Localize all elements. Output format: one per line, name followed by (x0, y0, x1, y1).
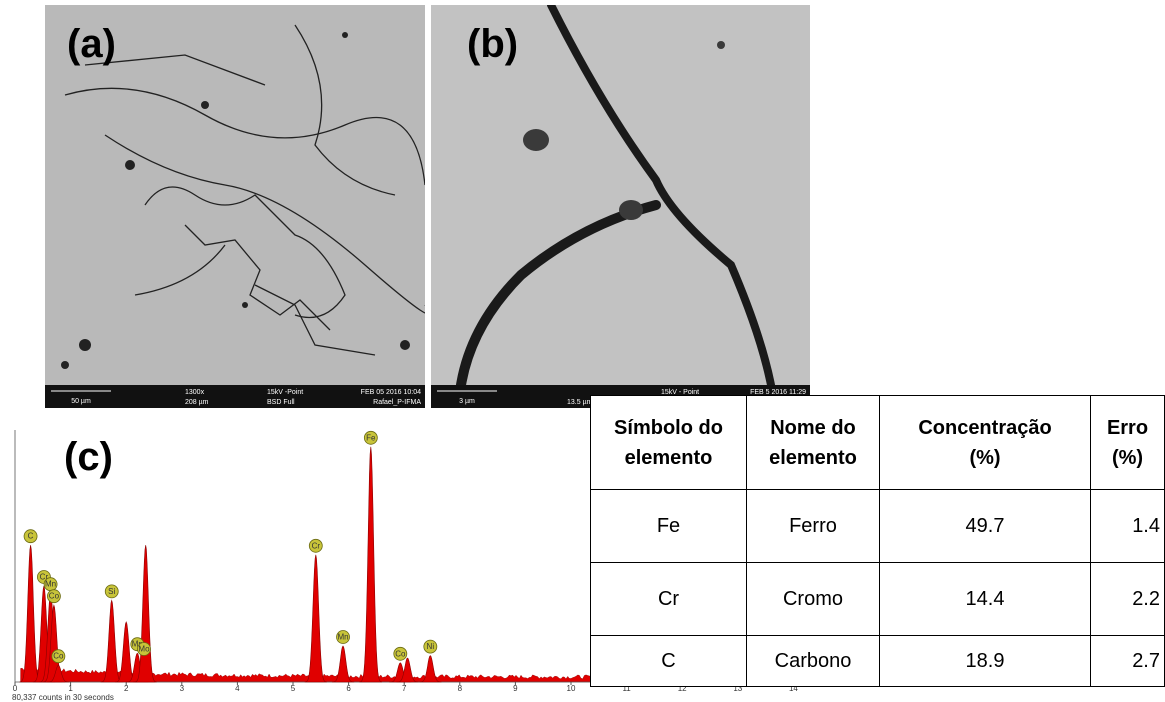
cell: 2.7 (1090, 635, 1165, 687)
cell: Cr (590, 562, 747, 636)
x-tick-label: 10 (567, 684, 576, 693)
peak (331, 645, 355, 683)
cell: Fe (590, 489, 747, 563)
composition-table: Símbolo do elemento Nome do elemento Concent… (590, 395, 1165, 687)
header-line: (%) (969, 446, 1001, 469)
scale-label: 50 µm (71, 398, 91, 405)
beam: 15kV -Point (267, 389, 303, 396)
peak-label: C (28, 532, 34, 541)
peak-label: Ni (427, 642, 435, 651)
peak-label: Co (395, 649, 406, 658)
x-tick-label: 12 (678, 684, 687, 693)
cell: C (590, 635, 747, 687)
detector: BSD Full (267, 399, 295, 406)
header-line: Nome do (770, 416, 856, 439)
date: FEB 5 2016 11:29 (750, 389, 806, 396)
cell: Carbono (746, 635, 880, 687)
x-tick-label: 4 (235, 684, 240, 693)
header-line: Erro (1106, 416, 1149, 439)
scale-label: 3 µm (459, 398, 475, 405)
peak-label: Mn (45, 580, 56, 589)
peak-marker (363, 430, 378, 445)
field-width: 13.5 µm (567, 399, 593, 406)
x-tick-label: 9 (513, 684, 518, 693)
peak-marker (393, 646, 408, 661)
header-line: (%) (1111, 446, 1144, 469)
peak-label: Co (49, 592, 60, 601)
peak (359, 446, 383, 683)
x-tick-label: 3 (180, 684, 185, 693)
sem-image-a: 50 µm 1300x 208 µm 15kV -Point BSD Full … (45, 5, 425, 408)
x-tick-label: 11 (622, 684, 631, 693)
panel-label: (b) (467, 22, 519, 66)
header-line: elemento (624, 446, 713, 469)
header-line: Concentração (918, 416, 1052, 439)
panel-label: (c) (64, 435, 113, 479)
peak-marker (336, 630, 350, 644)
x-tick-label: 7 (402, 684, 407, 693)
cell: Ferro (746, 489, 880, 563)
header-cell: Concentração (%) (879, 395, 1091, 490)
magnification: 1300x (185, 389, 205, 396)
x-tick-label: 13 (733, 684, 742, 693)
panel-label: (a) (67, 22, 116, 66)
peak-marker (23, 529, 38, 544)
header-line: elemento (769, 446, 857, 469)
x-tick-label: 1 (68, 684, 73, 693)
x-tick-label: 2 (124, 684, 129, 693)
peak (47, 664, 70, 683)
peak-label: Cr (40, 573, 49, 582)
peak (100, 599, 123, 683)
peak-marker (47, 589, 61, 604)
footer: 80,337 counts in 30 seconds (12, 693, 114, 702)
peak (419, 655, 442, 683)
cell: 18.9 (879, 635, 1091, 687)
peak (396, 657, 419, 683)
peak-label: Mn (132, 640, 143, 649)
peak (304, 554, 327, 683)
date: FEB 05 2016 10:04 (361, 389, 421, 396)
header-cell: Erro (%) (1090, 395, 1165, 490)
peak (134, 545, 157, 683)
peak-label: Cr (312, 541, 321, 550)
header-cell: Nome do elemento (746, 395, 880, 490)
peak-label: Mo (138, 645, 150, 654)
peak-marker (104, 584, 119, 599)
peak-marker (423, 639, 438, 654)
cell: 2.2 (1090, 562, 1165, 636)
peak-marker (137, 642, 151, 656)
peak-label: Co (53, 652, 64, 661)
peak-marker (51, 649, 66, 664)
header-line: Símbolo do (614, 416, 723, 439)
header-cell: Símbolo do elemento (590, 395, 747, 490)
cell: 1.4 (1090, 489, 1165, 563)
x-tick-label: 5 (291, 684, 296, 693)
x-tick-label: 0 (13, 684, 18, 693)
field-width: 208 µm (185, 399, 209, 406)
peak (19, 545, 42, 683)
x-tick-label: 8 (458, 684, 463, 693)
peak-label: Fe (366, 433, 376, 442)
peak-marker (308, 538, 323, 553)
user: Rafael_P-IFMA (373, 399, 421, 406)
cell: 49.7 (879, 489, 1091, 563)
x-tick-label: 14 (789, 684, 798, 693)
beam: 15kV - Point (661, 389, 699, 396)
peak-label: Si (108, 587, 115, 596)
x-tick-label: 6 (346, 684, 351, 693)
cell: Cromo (746, 562, 880, 636)
peak-label: Mn (337, 633, 348, 642)
cell: 14.4 (879, 562, 1091, 636)
